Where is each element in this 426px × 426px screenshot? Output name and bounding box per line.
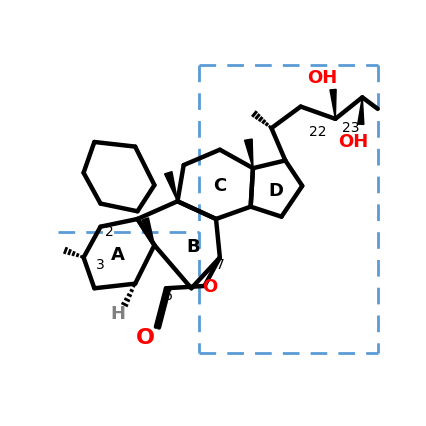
- Text: 3: 3: [96, 258, 105, 272]
- Polygon shape: [245, 139, 253, 168]
- Polygon shape: [330, 89, 336, 119]
- Text: D: D: [268, 182, 284, 200]
- Text: A: A: [110, 246, 124, 264]
- Text: O: O: [202, 278, 218, 296]
- Text: 2: 2: [105, 225, 114, 239]
- Text: 7: 7: [216, 258, 224, 272]
- Text: O: O: [135, 328, 155, 348]
- Text: 6: 6: [164, 289, 173, 303]
- Polygon shape: [164, 172, 178, 201]
- Text: 23: 23: [342, 121, 360, 135]
- Text: C: C: [213, 177, 227, 195]
- Text: H: H: [110, 305, 125, 323]
- Text: OH: OH: [338, 133, 368, 151]
- Text: OH: OH: [307, 69, 337, 87]
- Text: 22: 22: [309, 125, 326, 139]
- Polygon shape: [142, 218, 154, 245]
- Polygon shape: [358, 97, 364, 124]
- Text: B: B: [186, 239, 200, 256]
